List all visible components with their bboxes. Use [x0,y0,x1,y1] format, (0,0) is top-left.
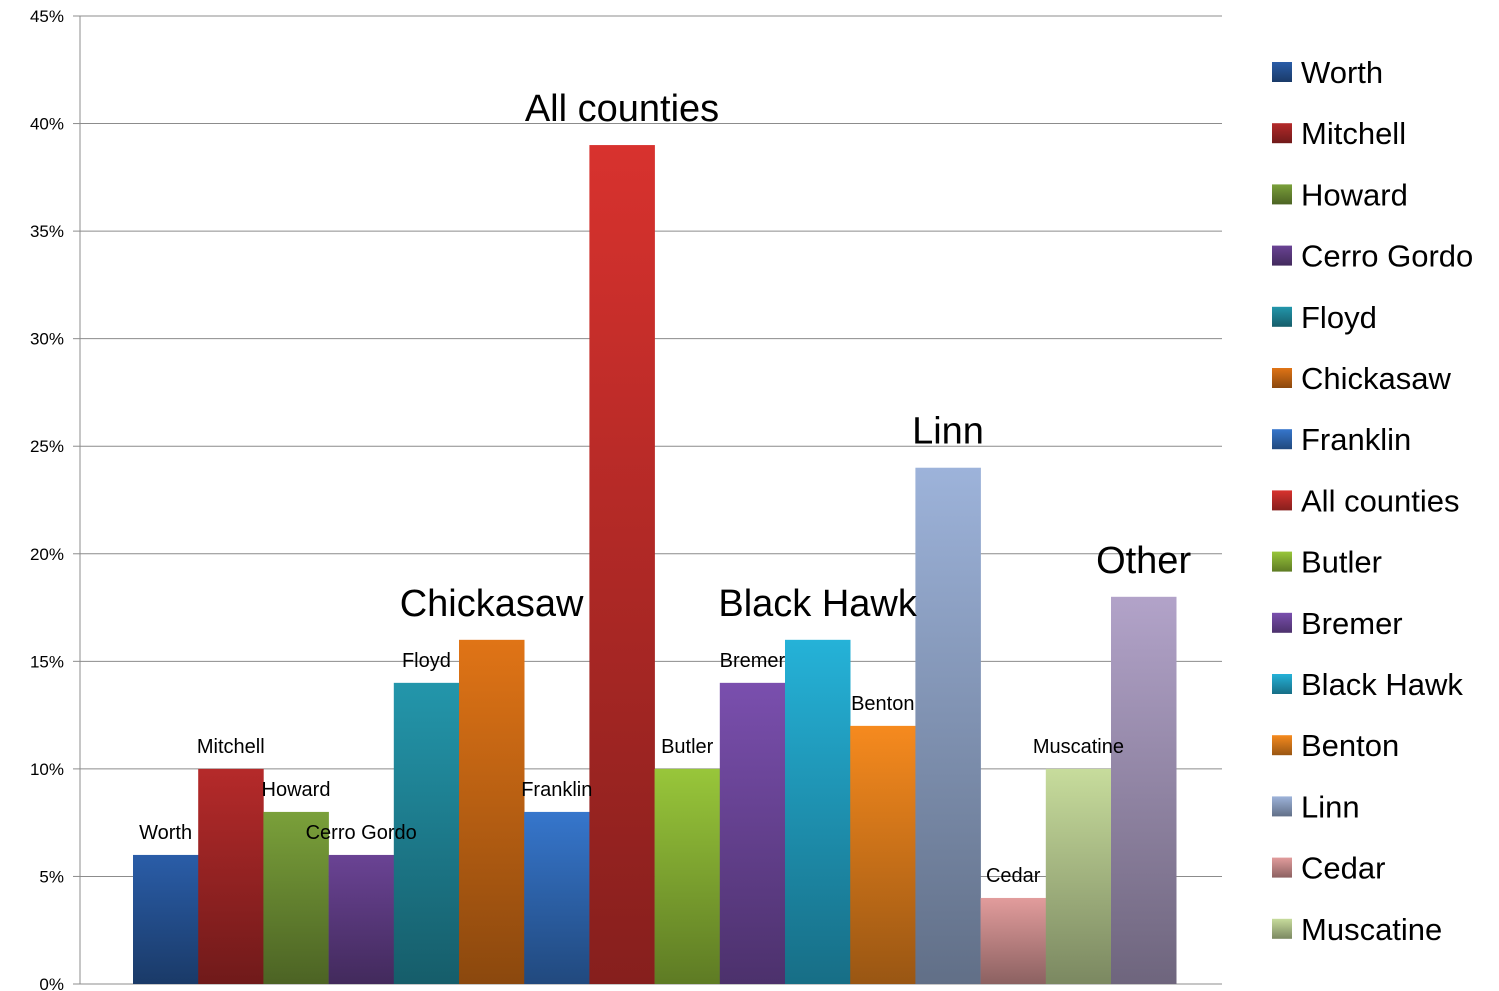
bar-label: Chickasaw [400,583,584,625]
legend-swatch [1272,306,1292,327]
y-tick-label: 15% [30,652,64,671]
bar-chickasaw [459,639,525,984]
y-tick-label: 45% [30,7,64,26]
legend-label: Bremer [1301,606,1403,641]
bar-label: Black Hawk [718,583,917,625]
bar-label: Howard [262,779,331,801]
bar-all-counties [589,145,655,985]
y-tick-label: 10% [30,760,64,779]
bar-muscatine [1045,768,1112,984]
bar-butler [654,768,721,984]
bar-bremer [719,682,786,984]
bar-label: Cedar [986,865,1041,887]
legend-label: Floyd [1301,300,1377,335]
legend-swatch [1272,612,1292,633]
bar-label: Other [1096,540,1191,582]
legend-label: Benton [1301,728,1399,763]
bar-labels: Worth Mitchell Howard Cerro Gordo Floyd Chick… [139,88,1191,887]
legend-swatch [1272,429,1292,450]
legend-label: Mitchell [1301,116,1406,151]
bar-mitchell [198,768,264,984]
legend-label: Butler [1301,545,1382,580]
y-tick-label: 5% [39,867,64,886]
bar-label: Worth [139,822,192,844]
bar-linn [915,467,981,984]
y-tick-label: 40% [30,115,64,134]
y-tick-label: 25% [30,437,64,456]
y-tick-label: 35% [30,222,64,241]
legend-swatch [1272,123,1292,144]
bar-benton [850,725,916,984]
legend-label: Chickasaw [1301,361,1451,396]
bar-franklin [524,811,590,984]
y-tick-label: 20% [30,545,64,564]
bar-label: Bremer [720,650,786,672]
legend-label: All counties [1301,483,1460,518]
bar-label: Linn [912,411,984,453]
legend-label: Black Hawk [1301,667,1463,702]
bar-label: Franklin [521,779,592,801]
bar-label: Muscatine [1033,736,1124,758]
bar-floyd [393,682,460,984]
legend-swatch [1272,857,1292,878]
legend-label: Cerro Gordo [1301,239,1473,274]
bar-other [1111,596,1177,984]
bar-label: Benton [851,693,914,715]
legend-swatch [1272,368,1292,388]
legend-label: Worth [1301,55,1383,90]
y-tick-label: 0% [39,975,64,991]
bar-black-hawk [785,639,851,984]
bars [133,145,1177,985]
legend-swatch [1272,796,1292,817]
bar-howard [263,811,329,984]
legend-label: Cedar [1301,851,1385,886]
bar-label: All counties [525,88,719,130]
bar-label: Butler [661,736,714,758]
bar-cedar [980,897,1047,984]
legend-label: Linn [1301,789,1360,824]
bar-label: Mitchell [197,736,265,758]
legend-swatch [1272,918,1292,939]
legend-swatch [1272,551,1292,572]
legend-swatch [1272,735,1292,756]
bar-cerro-gordo [328,854,395,984]
bar-label: Cerro Gordo [306,822,417,844]
legend-label: Muscatine [1301,912,1442,947]
legend-swatch [1272,674,1292,694]
legend-swatch [1272,184,1292,205]
legend-label: Franklin [1301,422,1411,457]
bar-label: Floyd [402,650,451,672]
legend: Worth Mitchell Howard Cerro Gordo Floyd Chick… [1272,55,1473,947]
bar-worth [133,854,199,984]
legend-swatch [1272,62,1292,82]
y-tick-label: 30% [30,330,64,349]
legend-label: Howard [1301,177,1408,212]
legend-swatch [1272,245,1292,266]
legend-swatch [1272,490,1292,511]
axes: 0% 5% 10% 15% 20% 25% 30% 35% 40% 45% [30,7,1222,991]
